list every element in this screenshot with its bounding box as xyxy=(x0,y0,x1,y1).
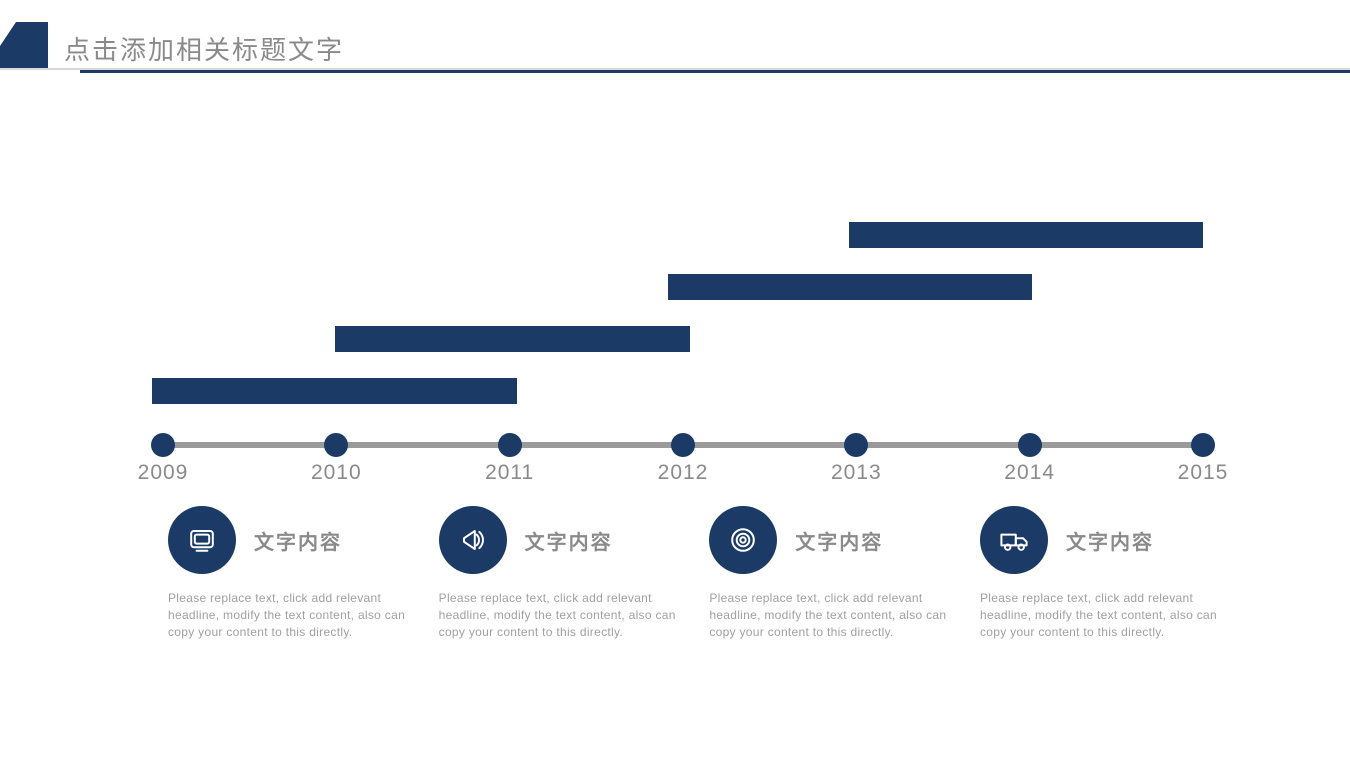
feature-title: 文字内容 xyxy=(525,526,613,555)
header-rule-blue xyxy=(80,70,1350,73)
gantt-bar-1 xyxy=(335,326,690,352)
feature-body: Please replace text, click add relevant … xyxy=(980,590,1220,640)
header-accent-shape xyxy=(0,22,48,70)
tv-icon xyxy=(168,506,236,574)
feature-head: 文字内容 xyxy=(168,506,408,574)
timeline-year-label: 2009 xyxy=(138,461,189,485)
timeline-dot-2010 xyxy=(324,433,348,457)
timeline-dot-2014 xyxy=(1018,433,1042,457)
timeline-year-label: 2010 xyxy=(311,461,362,485)
timeline-year-label: 2014 xyxy=(1004,461,1055,485)
slide-title: 点击添加相关标题文字 xyxy=(64,30,344,67)
timeline-dot-2013 xyxy=(844,433,868,457)
feature-row: 文字内容 Please replace text, click add relev… xyxy=(168,506,1220,640)
feature-title: 文字内容 xyxy=(254,526,342,555)
feature-body: Please replace text, click add relevant … xyxy=(439,590,679,640)
feature-head: 文字内容 xyxy=(709,506,949,574)
disc-icon xyxy=(709,506,777,574)
gantt-bar-0 xyxy=(152,378,517,404)
timeline-dot-2011 xyxy=(498,433,522,457)
timeline-year-label: 2012 xyxy=(658,461,709,485)
feature-block-1: 文字内容 Please replace text, click add relev… xyxy=(439,506,679,640)
feature-block-0: 文字内容 Please replace text, click add relev… xyxy=(168,506,408,640)
gantt-bar-2 xyxy=(668,274,1032,300)
timeline-year-label: 2013 xyxy=(831,461,882,485)
timeline-dot-2015 xyxy=(1191,433,1215,457)
timeline-dot-2012 xyxy=(671,433,695,457)
feature-head: 文字内容 xyxy=(980,506,1220,574)
timeline-year-label: 2011 xyxy=(485,461,534,485)
feature-body: Please replace text, click add relevant … xyxy=(709,590,949,640)
feature-title: 文字内容 xyxy=(1066,526,1154,555)
megaphone-icon xyxy=(439,506,507,574)
feature-block-3: 文字内容 Please replace text, click add relev… xyxy=(980,506,1220,640)
feature-block-2: 文字内容 Please replace text, click add relev… xyxy=(709,506,949,640)
feature-body: Please replace text, click add relevant … xyxy=(168,590,408,640)
feature-head: 文字内容 xyxy=(439,506,679,574)
truck-icon xyxy=(980,506,1048,574)
timeline-year-label: 2015 xyxy=(1178,461,1229,485)
feature-title: 文字内容 xyxy=(795,526,883,555)
gantt-bar-3 xyxy=(849,222,1203,248)
timeline-dot-2009 xyxy=(151,433,175,457)
